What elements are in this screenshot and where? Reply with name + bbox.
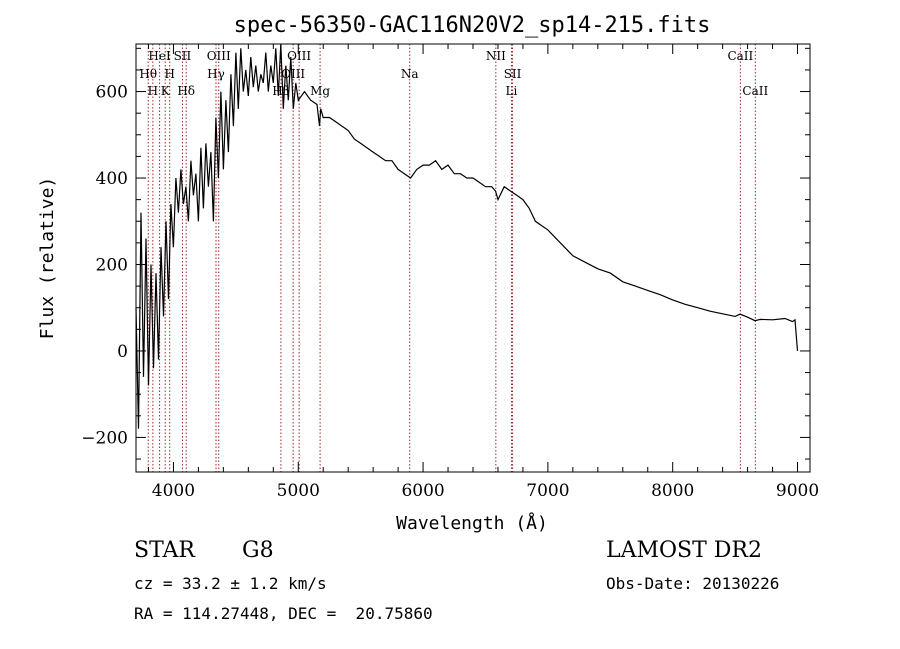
spectral-subclass: G8 [242,538,274,563]
spectral-line-label: OIII [207,49,231,63]
y-axis-label: Flux (relative) [37,177,58,340]
y-tick-label: 400 [96,169,128,189]
obs-date: Obs-Date: 20130226 [606,574,780,593]
y-tick-label: 200 [96,255,128,275]
x-tick-label: 6000 [401,481,444,501]
spectral-line-label: Hβ [272,84,289,98]
survey-label: LAMOST DR2 [606,538,762,563]
redshift-readout: cz = 33.2 ± 1.2 km/s [134,574,327,593]
x-tick-label: 7000 [526,481,569,501]
axis-ticks: 4000 5000 6000 7000 8000 9000 −200 0 200 400 600 [81,44,819,501]
x-tick-label: 4000 [152,481,195,501]
spectral-line-label: H [164,67,174,81]
spectral-line-label: H [148,84,158,98]
spectral-line-label: Na [401,67,419,81]
spectral-line-label: Hθ [139,67,157,81]
spectral-line-label: CaII [742,84,768,98]
spectral-line-label: SII [174,49,192,63]
spectral-line-label: Li [506,84,518,98]
x-tick-label: 5000 [277,481,320,501]
plot-frame [135,43,811,473]
spectral-line-label: Hγ [207,67,225,81]
y-tick-label: 600 [96,83,128,103]
spectral-line-label: CaII [727,49,753,63]
y-tick-label: −200 [81,428,128,448]
spectral-line-label: NII [486,49,506,63]
spectral-line-label: K [161,84,171,98]
spectrum-line [135,43,799,429]
spectral-line-label: Mg [310,84,330,98]
x-tick-label: 8000 [651,481,694,501]
chart-title: spec-56350-GAC116N20V2_sp14-215.fits [234,13,711,38]
spectral-line-label: HeI [148,49,171,63]
coordinates: RA = 114.27448, DEC = 20.75860 [134,604,433,623]
spectral-line-label: OIII [287,49,311,63]
y-tick-label: 0 [117,342,128,362]
spectral-line-label: SII [504,67,522,81]
spectral-line-label: Hδ [177,84,195,98]
x-axis-label: Wavelength (Å) [396,512,548,534]
object-class: STAR [134,538,195,563]
x-tick-label: 9000 [776,481,819,501]
